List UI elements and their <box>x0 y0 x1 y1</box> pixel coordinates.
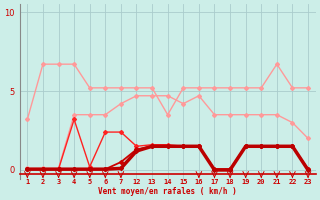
X-axis label: Vent moyen/en rafales ( km/h ): Vent moyen/en rafales ( km/h ) <box>98 187 237 196</box>
